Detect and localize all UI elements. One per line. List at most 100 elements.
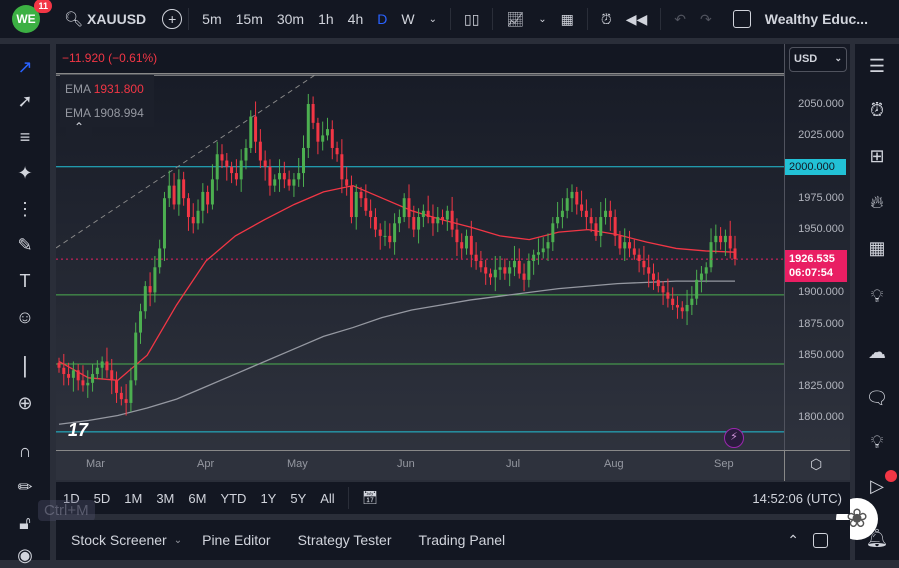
candle-body	[162, 198, 166, 249]
tradingview-logo: 17	[68, 420, 89, 440]
cursor-icon[interactable]: ↗	[17, 56, 33, 77]
candle-body	[632, 248, 636, 255]
interval-5m[interactable]: 5m	[202, 11, 222, 27]
candle-body	[373, 217, 377, 230]
candle-body	[258, 141, 262, 161]
price-axis[interactable]: USD ⌄ 2050.000 2025.000 2000.000 1975.000…	[784, 44, 850, 450]
unlock-icon[interactable]: 🔓︎	[19, 512, 31, 533]
user-avatar[interactable]: WE 11	[12, 0, 52, 33]
range-5d[interactable]: 5D	[93, 490, 111, 506]
account-name[interactable]: Wealthy Educ...	[764, 11, 868, 27]
emoji-icon[interactable]: ☺	[15, 306, 35, 327]
candle-body	[685, 304, 689, 312]
price-tick: 1875.000	[798, 318, 844, 330]
range-6m[interactable]: 6M	[188, 490, 207, 506]
ruler-icon[interactable]: ⎮	[20, 356, 30, 377]
search-icon[interactable]: 🔍︎	[64, 11, 84, 28]
watchlist-icon[interactable]: ☰	[868, 55, 886, 76]
expand-panel-icon[interactable]: ⌃	[787, 531, 799, 548]
interval-w[interactable]: W	[401, 11, 415, 27]
chart-pane[interactable]: −11.920 (−0.61%) EMA 1931.800 EMA 1908.9…	[56, 44, 784, 450]
candle-body	[661, 286, 665, 293]
interval-4h[interactable]: 4h	[347, 11, 364, 27]
live-stream-icon[interactable]: ▷	[863, 470, 897, 500]
range-3m[interactable]: 3M	[156, 490, 175, 506]
range-all[interactable]: All	[320, 490, 335, 506]
replay-icon[interactable]: ◀◀	[625, 10, 648, 27]
compare-add-icon[interactable]: +	[162, 9, 183, 29]
interval-15m[interactable]: 15m	[235, 11, 263, 27]
alert-add-icon[interactable]: ⏰︎	[600, 10, 612, 27]
calendar-icon[interactable]: ▦	[868, 237, 886, 258]
candle-body	[220, 154, 224, 161]
trend-line-icon[interactable]: ➚	[17, 90, 33, 111]
candle-body	[167, 185, 171, 199]
candle-body	[119, 392, 123, 400]
candle-body	[680, 307, 684, 312]
candle-body	[249, 116, 253, 148]
redo-icon[interactable]: ↷	[700, 10, 712, 27]
currency-value: USD	[794, 53, 818, 65]
alarm-clock-icon[interactable]: ⏰︎	[869, 99, 885, 120]
candle-body	[709, 242, 713, 268]
shortcut-overlay: Ctrl+M	[38, 500, 95, 521]
candle-body	[613, 217, 617, 236]
chart-canvas[interactable]	[56, 44, 784, 450]
chevron-down-icon[interactable]: ⌄	[428, 13, 437, 25]
price-tick: 1800.000	[798, 411, 844, 423]
candle-body	[522, 273, 526, 280]
candle-body	[239, 160, 243, 180]
candle-body	[76, 370, 80, 381]
chart-settings-icon[interactable]: ⬡	[810, 456, 823, 472]
layout-grid-icon[interactable]: ▦	[560, 10, 574, 27]
candle-body	[393, 223, 397, 243]
ideas-lightbulb-icon[interactable]: 💡︎	[870, 285, 884, 306]
interval-d[interactable]: D	[377, 11, 388, 27]
interval-1h[interactable]: 1h	[318, 11, 334, 27]
range-5y[interactable]: 5Y	[290, 490, 307, 506]
tab-pine-editor[interactable]: Pine Editor	[202, 532, 271, 548]
candle-body	[445, 210, 449, 220]
event-lightning-icon[interactable]: ⚡︎	[724, 428, 744, 448]
chevron-down-icon[interactable]: ⌄	[173, 534, 183, 546]
go-to-date-icon[interactable]: 📅︎	[361, 490, 379, 505]
candle-body	[91, 374, 95, 383]
brush-icon[interactable]: ✎	[17, 234, 33, 255]
text-icon[interactable]: T	[19, 270, 31, 291]
range-ytd[interactable]: YTD	[220, 490, 247, 506]
fib-icon[interactable]: ⋮	[16, 198, 34, 219]
undo-icon[interactable]: ↶	[674, 10, 687, 27]
candles-icon[interactable]: ▯▯	[463, 10, 480, 27]
ema-label: EMA	[65, 106, 91, 120]
range-1m[interactable]: 1M	[124, 490, 143, 506]
tab-trading-panel[interactable]: Trading Panel	[418, 532, 506, 548]
tab-strategy-tester[interactable]: Strategy Tester	[297, 532, 392, 548]
date-range-bar: 1D 5D 1M 3M 6M YTD 1Y 5Y All 📅︎ 14:52:06…	[56, 482, 850, 514]
interval-30m[interactable]: 30m	[276, 11, 305, 27]
messages-icon[interactable]: 🗨︎	[865, 387, 889, 408]
range-1y[interactable]: 1Y	[260, 490, 277, 506]
maximize-panel-icon[interactable]	[813, 532, 828, 548]
tab-stock-screener[interactable]: Stock Screener	[71, 532, 167, 548]
fullscreen-checkbox-icon[interactable]	[732, 10, 751, 28]
collapse-legend-button[interactable]: ⌃	[66, 120, 92, 140]
eye-icon[interactable]: ◉	[17, 544, 33, 565]
time-axis[interactable]: Mar Apr May Jun Jul Aug Sep ⬡	[56, 450, 850, 481]
lock-drawing-icon[interactable]: ✏	[17, 476, 33, 497]
horizontal-lines-icon[interactable]: ≡	[19, 126, 31, 147]
chevron-down-icon[interactable]: ⌄	[538, 13, 547, 25]
currency-select[interactable]: USD ⌄	[789, 47, 847, 72]
candle-body	[460, 242, 464, 249]
ema-slow-value: 1908.994	[93, 106, 144, 120]
hotlist-fire-icon[interactable]: 🔥︎	[870, 191, 884, 212]
chat-cloud-icon[interactable]: ☁	[868, 341, 886, 362]
zoom-in-icon[interactable]: ⊕	[17, 392, 33, 413]
streams-icon[interactable]: 💡︎	[870, 431, 884, 452]
pattern-icon[interactable]: ✦	[17, 162, 33, 183]
clock-timezone[interactable]: 14:52:06 (UTC)	[752, 490, 842, 506]
magnet-icon[interactable]: ∩	[18, 440, 32, 461]
indicators-icon[interactable]: 📈︎	[506, 10, 525, 27]
range-1d[interactable]: 1D	[63, 490, 80, 506]
add-list-icon[interactable]: ⊞	[869, 145, 885, 166]
symbol-search[interactable]: XAUUSD	[87, 11, 147, 27]
